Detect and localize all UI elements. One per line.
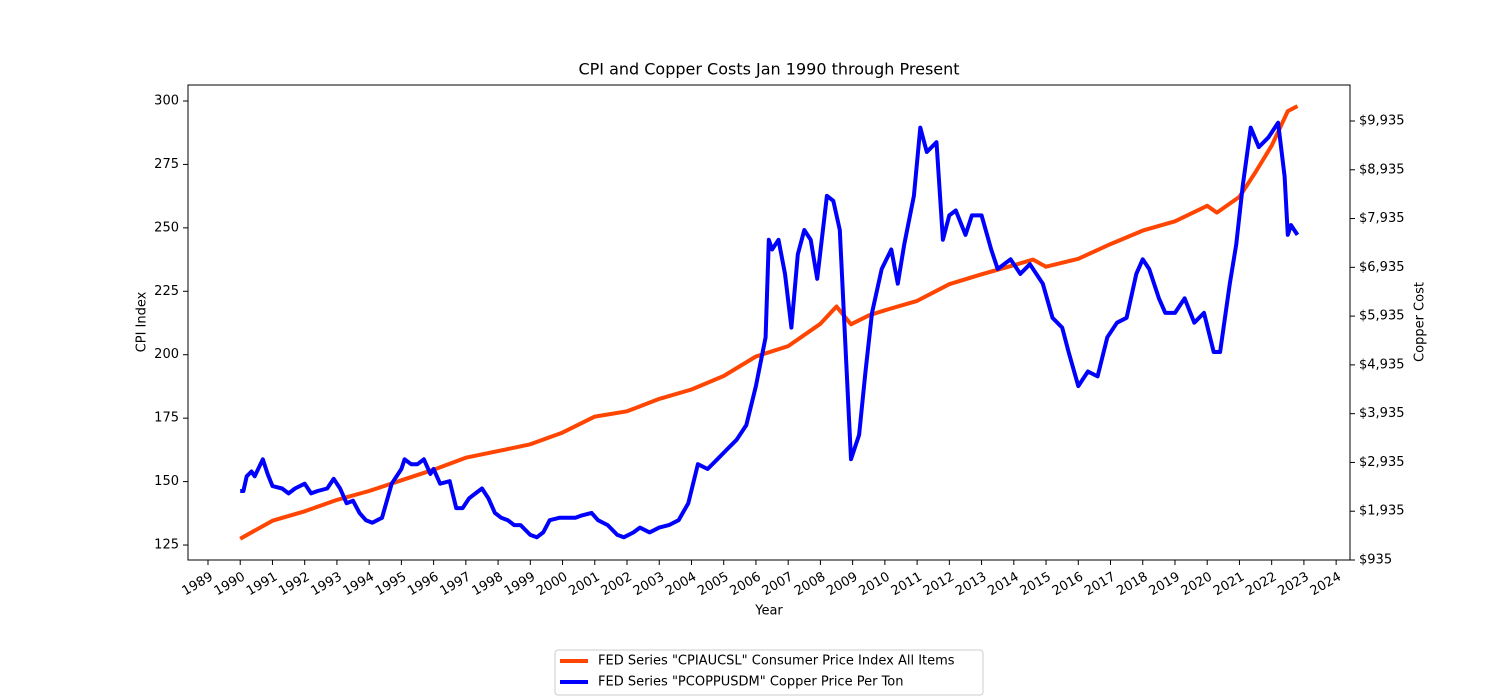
y-tick-label: 225 xyxy=(154,284,179,299)
y-tick-label: 200 xyxy=(154,347,179,362)
x-tick-label: 2001 xyxy=(566,570,602,600)
x-tick-label: 1995 xyxy=(373,570,409,600)
x-tick-label: 2012 xyxy=(921,570,957,600)
x-tick-label: 2009 xyxy=(824,570,860,600)
x-axis-label: Year xyxy=(754,604,783,619)
y-tick-label: 275 xyxy=(154,157,179,172)
y2-axis-label: Copper Cost xyxy=(1413,282,1428,362)
y2-tick-label: $7,935 xyxy=(1359,211,1405,226)
chart-title: CPI and Copper Costs Jan 1990 through Pr… xyxy=(578,60,959,79)
y2-tick-label: $935 xyxy=(1359,553,1392,568)
x-tick-label: 2024 xyxy=(1308,570,1344,600)
x-tick-label: 2023 xyxy=(1275,570,1311,600)
y2-tick-label: $3,935 xyxy=(1359,406,1405,421)
x-tick-label: 2005 xyxy=(695,570,731,600)
x-tick-label: 1991 xyxy=(244,570,280,600)
x-tick-label: 2003 xyxy=(631,570,667,600)
x-tick-label: 1993 xyxy=(309,570,345,600)
line-series xyxy=(240,120,1300,540)
y2-tick-label: $5,935 xyxy=(1359,309,1405,324)
x-tick-label: 2016 xyxy=(1050,570,1086,600)
x-tick-label: 1994 xyxy=(341,570,377,600)
x-tick-label: 2006 xyxy=(728,570,764,600)
x-tick-label: 2017 xyxy=(1082,570,1118,600)
x-tick-label: 2002 xyxy=(599,570,635,600)
y2-tick-label: $6,935 xyxy=(1359,260,1405,275)
x-tick-label: 2011 xyxy=(889,570,925,600)
y-tick-label: 300 xyxy=(154,93,179,108)
x-tick-label: 1997 xyxy=(437,570,473,600)
x-tick-label: 2022 xyxy=(1243,570,1279,600)
y2-tick-label: $4,935 xyxy=(1359,357,1405,372)
x-tick-label: 2000 xyxy=(534,570,570,600)
x-tick-label: 2004 xyxy=(663,570,699,600)
x-tick-label: 1996 xyxy=(405,570,441,600)
y2-tick-label: $2,935 xyxy=(1359,455,1405,470)
x-tick-label: 2021 xyxy=(1211,570,1247,600)
x-tick-label: 2008 xyxy=(792,570,828,600)
plot-frame xyxy=(187,84,1351,561)
x-tick-label: 2015 xyxy=(1018,570,1054,600)
x-tick-label: 1989 xyxy=(180,570,216,600)
y-axis-label: CPI Index xyxy=(135,291,150,352)
legend-label: FED Series "PCOPPUSDM" Copper Price Per … xyxy=(598,675,904,690)
x-tick-label: 1992 xyxy=(276,570,312,600)
y-tick-label: 175 xyxy=(154,411,179,426)
legend-label: FED Series "CPIAUCSL" Consumer Price Ind… xyxy=(598,654,955,669)
y-tick-label: 125 xyxy=(154,538,179,553)
legend-box xyxy=(554,649,984,696)
y2-tick-label: $9,935 xyxy=(1359,113,1405,128)
y2-tick-label: $1,935 xyxy=(1359,504,1405,519)
y-tick-label: 150 xyxy=(154,474,179,489)
x-tick-label: 1990 xyxy=(212,570,248,600)
x-tick-label: 2018 xyxy=(1114,570,1150,600)
x-tick-label: 2007 xyxy=(760,570,796,600)
y-tick-label: 250 xyxy=(154,220,179,235)
x-tick-label: 2020 xyxy=(1179,570,1215,600)
x-tick-label: 2014 xyxy=(985,570,1021,600)
y2-tick-label: $8,935 xyxy=(1359,162,1405,177)
x-tick-label: 2013 xyxy=(953,570,989,600)
x-tick-label: 1999 xyxy=(502,570,538,600)
x-tick-label: 2019 xyxy=(1147,570,1183,600)
x-tick-label: 1998 xyxy=(470,570,506,600)
x-tick-label: 2010 xyxy=(856,570,892,600)
